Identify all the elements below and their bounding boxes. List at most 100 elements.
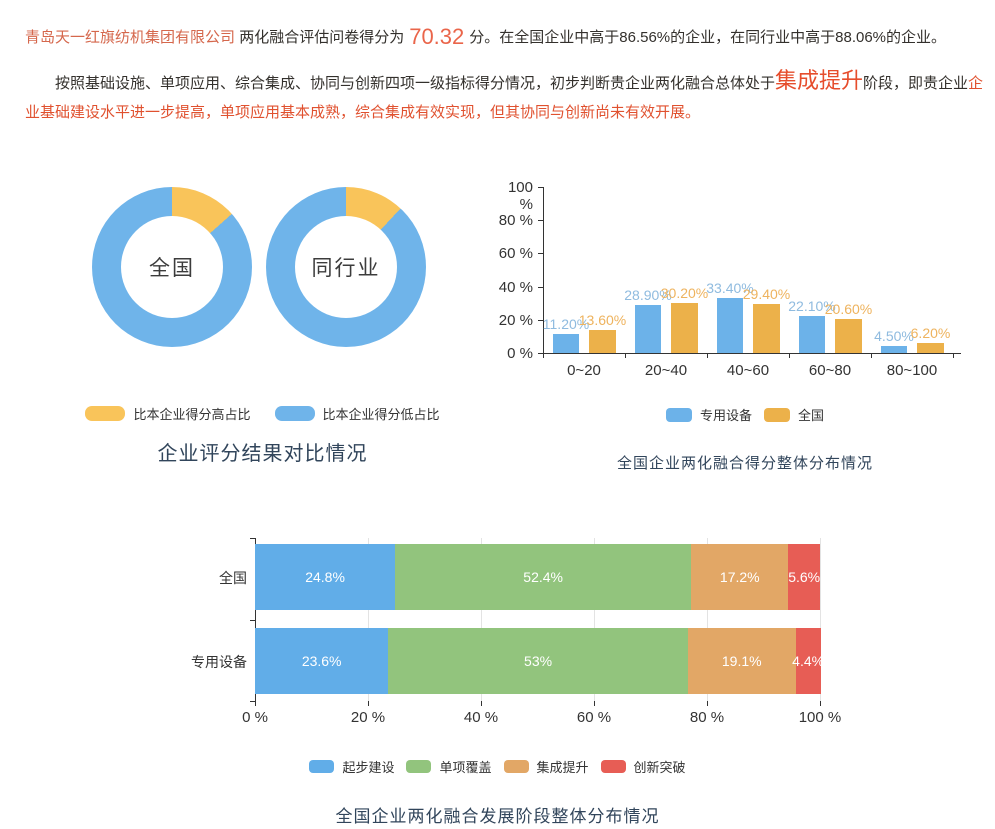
y-tick [250,701,255,702]
legend-swatch-icon [309,760,335,773]
bar-value-label: 22.10% [788,298,836,315]
donut-center-label: 全国 [149,257,195,280]
segment-value-label: 17.2% [719,569,760,585]
legend-item[interactable]: 比本企业得分高占比 [85,404,251,423]
x-tick [543,353,544,358]
x-category-label: 80~100 [886,362,938,379]
bar-专用设备-40~60[interactable] [717,297,743,353]
legend-label: 比本企业得分低占比 [322,407,440,422]
y-tick-label: 80 % [498,212,533,230]
y-tick-label: 60 % [498,245,533,263]
y-tick [538,187,543,188]
donut-national[interactable]: 全国 [92,187,252,347]
legend-item[interactable]: 专用设备 [665,405,752,424]
x-category-label: 60~80 [808,362,852,379]
segment-value-label: 4.4% [792,653,825,669]
bar-全国-0~20[interactable] [589,330,616,353]
y-tick [538,353,543,354]
bar-专用设备-80~100[interactable] [881,345,907,353]
bar-legend: 专用设备 全国 [495,405,995,424]
y-tick-label: 20 % [498,311,533,329]
x-category-label: 20~40 [644,362,688,379]
legend-label: 单项覆盖 [439,760,492,775]
y-category-label: 全国 [219,570,247,586]
legend-item[interactable]: 创新突破 [600,757,686,776]
stage-paragraph: 按照基础设施、单项应用、综合集成、协同与创新四项一级指标得分情况，初步判断贵企业… [25,66,987,127]
legend-label: 集成提升 [536,760,589,775]
legend-swatch-icon [503,760,529,773]
x-tick [594,701,595,706]
x-tick [789,353,790,358]
stage-name: 集成提升 [775,68,864,93]
donut-industry[interactable]: 同行业 [266,187,426,347]
legend-item[interactable]: 起步建设 [309,757,394,776]
segment-value-label: 19.1% [721,653,762,669]
legend-swatch-icon [274,406,315,421]
bar-value-label: 30.20% [660,284,709,301]
x-category-label: 40~60 [726,362,770,379]
stack-legend: 起步建设 单项覆盖 集成提升 创新突破 [0,757,995,776]
legend-item[interactable]: 比本企业得分低占比 [274,404,440,423]
bar-value-label: 29.40% [742,286,791,303]
bar-全国-20~40[interactable] [671,302,698,353]
bar-plot-area: 0 % 20 % 40 % 60 % 80 % 100 % 0~20 11.20% 13.60%… [495,160,995,480]
legend-label: 创新突破 [633,760,686,775]
stack-segment-创新突破[interactable]: 5.6% [788,544,820,610]
x-tick [255,701,256,706]
bar-全国-60~80[interactable] [835,318,862,353]
gridline [481,538,482,701]
x-axis-line [543,353,961,354]
stage-lead-text: 按照基础设施、单项应用、综合集成、协同与创新四项一级指标得分情况，初步判断贵企业… [55,75,776,92]
stack-segment-集成提升[interactable]: 19.1% [687,628,796,694]
legend-label: 全国 [798,408,825,423]
stack-segment-起步建设[interactable]: 24.8% [255,544,396,610]
stage-mid-text: 阶段，即贵企业 [863,75,969,92]
stack-segment-创新突破[interactable]: 4.4% [792,628,824,694]
x-tick-label: 20 % [350,709,386,726]
donut-legend: 比本企业得分高占比 比本企业得分低占比 [0,404,525,423]
y-tick-label: 40 % [498,278,533,296]
bar-全国-40~60[interactable] [753,304,780,353]
stack-segment-单项覆盖[interactable]: 53% [388,628,688,694]
x-tick [707,353,708,358]
bar-专用设备-0~20[interactable] [553,334,579,353]
donut-hole: 同行业 [295,216,397,318]
y-tick [538,220,543,222]
legend-item[interactable]: 集成提升 [503,757,589,776]
score-compare-chart: 全国 同行业 比本企业得分高占比 比本企业得分低占比 企业评分结果对比情况 [0,160,525,480]
company-name: 青岛天一红旗纺机集团有限公司 [25,29,236,46]
segment-value-label: 23.6% [301,653,342,669]
bar-chart-title: 全国企业两化融合得分整体分布情况 [616,455,873,472]
segment-value-label: 53% [524,653,553,669]
x-tick [820,701,821,706]
x-tick [871,353,872,358]
legend-item[interactable]: 单项覆盖 [406,757,492,776]
bar-专用设备-20~40[interactable] [635,305,661,353]
y-axis-line [543,187,544,353]
stack-segment-单项覆盖[interactable]: 52.4% [395,544,692,610]
summary-paragraph: 青岛天一红旗纺机集团有限公司 两化融合评估问卷得分为 70.32 分。在全国企业中高… [25,24,987,50]
x-tick [953,353,954,358]
x-tick [481,701,482,706]
score-suffix-text: 分。在全国企业中高于86.56%的企业，在同行业中高于88.06%的企业。 [469,29,947,46]
y-tick [538,286,543,288]
legend-label: 起步建设 [342,760,395,775]
stack-chart-title: 全国企业两化融合发展阶段整体分布情况 [335,807,660,826]
x-tick [707,701,708,706]
gridline [820,538,821,701]
stack-segment-起步建设[interactable]: 23.6% [255,628,389,694]
legend-item[interactable]: 全国 [764,405,824,424]
score-prefix-text: 两化融合评估问卷得分为 [239,29,405,46]
segment-value-label: 24.8% [305,569,345,585]
stack-segment-集成提升[interactable]: 17.2% [691,544,789,610]
x-tick-label: 80 % [689,709,725,726]
y-tick [538,319,543,321]
stack-plot-area: 0 % 20 % 40 % 60 % 80 % 100 % 全国 24.8% 52.4% 17.2… [0,520,995,829]
bar-全国-80~100[interactable] [917,342,944,353]
x-tick [625,353,626,358]
gridline [707,538,708,701]
donut-plot-area: 全国 同行业 [0,160,525,480]
bar-value-label: 13.60% [578,312,627,329]
bar-专用设备-60~80[interactable] [799,316,825,353]
x-tick [368,701,369,706]
